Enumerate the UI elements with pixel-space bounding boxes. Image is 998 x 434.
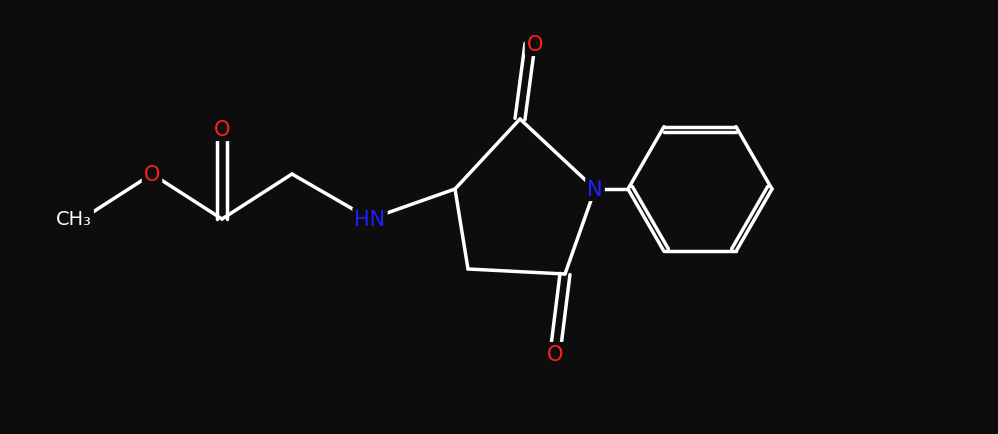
Text: O: O: [214, 120, 231, 140]
Text: CH₃: CH₃: [56, 210, 92, 229]
Text: O: O: [547, 344, 563, 364]
Text: N: N: [587, 180, 603, 200]
Text: O: O: [527, 35, 543, 55]
Text: O: O: [144, 164, 161, 184]
Text: HN: HN: [354, 210, 385, 230]
